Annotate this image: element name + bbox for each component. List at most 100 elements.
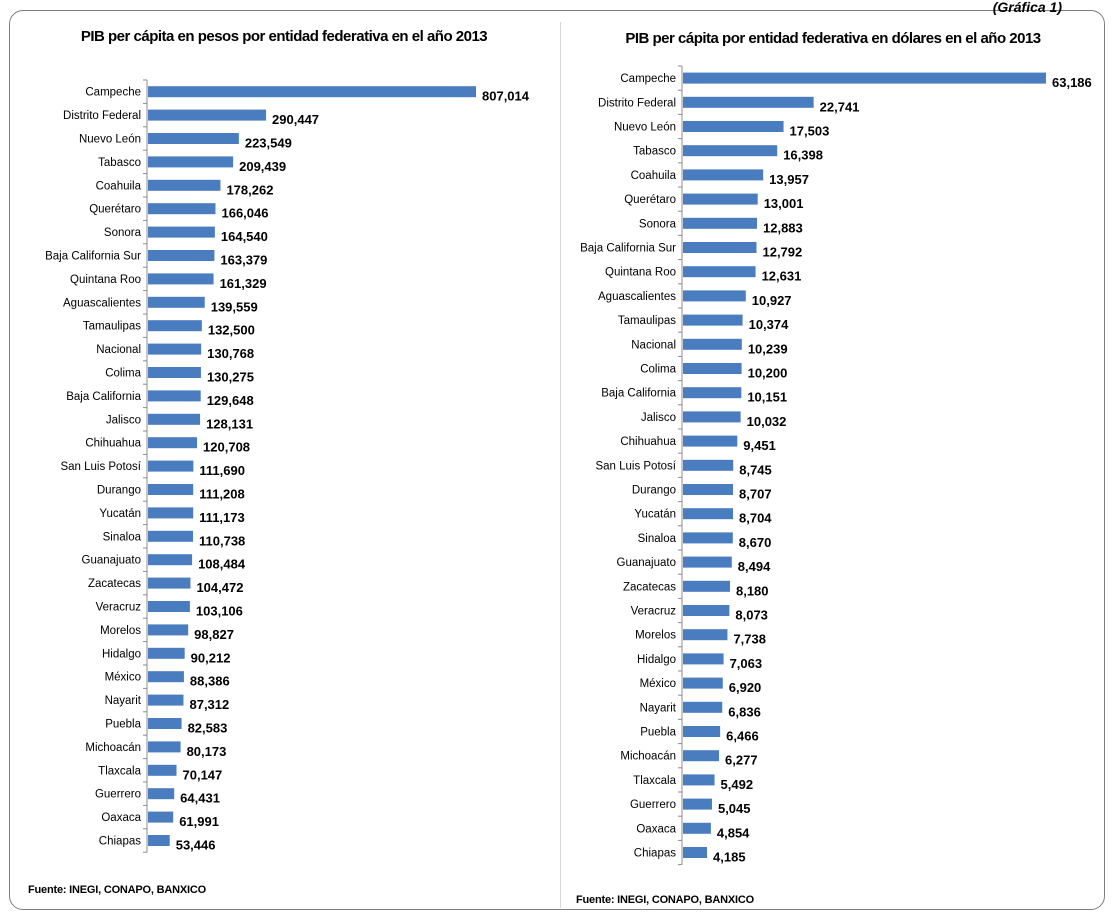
- category-label: Michoacán: [620, 751, 676, 763]
- bar: [683, 193, 758, 205]
- category-label: Baja California Sur: [580, 243, 676, 255]
- category-label: Distrito Federal: [63, 110, 141, 122]
- category-label: Tabasco: [633, 146, 676, 158]
- data-label: 139,559: [211, 299, 258, 314]
- bar: [148, 601, 190, 612]
- data-label: 10,151: [747, 390, 787, 405]
- data-label: 5,492: [721, 777, 754, 792]
- data-label: 98,827: [194, 627, 234, 642]
- data-label: 9,451: [743, 438, 776, 453]
- data-label: 807,014: [482, 89, 530, 104]
- category-label: Coahuila: [96, 180, 142, 192]
- category-label: Querétaro: [624, 194, 676, 206]
- data-label: 61,991: [179, 814, 219, 829]
- data-label: 10,032: [747, 414, 787, 429]
- category-label: Aguascalientes: [63, 297, 141, 309]
- category-label: Zacatecas: [88, 578, 141, 590]
- bar: [683, 411, 741, 423]
- data-label: 6,920: [729, 680, 762, 695]
- category-label: Nayarit: [640, 702, 677, 714]
- data-label: 87,312: [189, 697, 229, 712]
- chart-frame: (Gráfica 1): [9, 0, 1105, 910]
- data-label: 5,045: [718, 801, 751, 816]
- category-label: Morelos: [100, 625, 141, 637]
- chart-title: PIB per cápita en pesos por entidad fede…: [80, 28, 488, 45]
- data-label: 13,001: [764, 196, 804, 211]
- data-label: 90,212: [191, 650, 231, 665]
- category-label: Baja California: [66, 391, 141, 403]
- category-label: Jalisco: [106, 414, 141, 426]
- category-label: Nuevo León: [79, 134, 141, 146]
- data-label: 111,690: [199, 463, 245, 478]
- category-label: Oaxaca: [101, 812, 141, 824]
- category-label: Querétaro: [89, 204, 141, 216]
- category-label: Tabasco: [98, 157, 141, 169]
- bar: [148, 554, 193, 566]
- category-label: Sonora: [639, 218, 677, 230]
- bar: [683, 701, 723, 713]
- data-label: 163,379: [220, 253, 267, 268]
- category-label: Guerrero: [95, 789, 141, 801]
- bar: [148, 741, 181, 753]
- category-label: Tamaulipas: [83, 321, 141, 333]
- data-label: 111,208: [199, 487, 245, 502]
- data-label: 82,583: [188, 721, 228, 736]
- chart-number-label: (Gráfica 1): [992, 0, 1062, 15]
- data-label: 63,186: [1052, 75, 1092, 90]
- bar: [148, 577, 191, 589]
- data-label: 6,836: [728, 704, 761, 719]
- category-label: Baja California: [601, 388, 676, 400]
- bar: [148, 530, 194, 542]
- category-label: Campeche: [620, 73, 676, 85]
- data-label: 108,484: [198, 557, 246, 572]
- bar: [148, 133, 239, 144]
- category-label: Puebla: [105, 719, 141, 731]
- bar: [148, 671, 184, 683]
- bar: [683, 822, 711, 834]
- data-label: 80,173: [187, 744, 227, 759]
- bar: [683, 798, 712, 810]
- category-label: Durango: [632, 485, 676, 497]
- bar: [683, 145, 778, 157]
- data-label: 209,439: [239, 159, 286, 174]
- data-label: 7,738: [733, 632, 766, 647]
- category-label: Chiapas: [634, 848, 676, 860]
- data-label: 8,494: [738, 559, 771, 574]
- data-label: 166,046: [221, 206, 268, 221]
- bar: [148, 835, 170, 846]
- data-label: 8,073: [735, 608, 768, 623]
- bar: [683, 217, 758, 229]
- bar: [683, 556, 732, 568]
- category-label: Michoacán: [85, 742, 141, 754]
- data-label: 8,704: [739, 511, 772, 526]
- category-label: Tlaxcala: [98, 765, 141, 777]
- bar: [683, 605, 730, 616]
- category-label: San Luis Potosí: [595, 460, 676, 472]
- bar: [148, 367, 201, 378]
- bar: [148, 788, 175, 800]
- bar: [148, 811, 174, 823]
- category-label: Chihuahua: [620, 436, 676, 448]
- bar: [683, 484, 734, 495]
- category-label: Sonora: [104, 227, 142, 239]
- chart-dolares: PIB per cápita por entidad federativa en…: [560, 0, 1106, 918]
- data-label: 4,185: [713, 850, 746, 865]
- category-label: Durango: [97, 485, 141, 497]
- data-label: 128,131: [206, 416, 253, 431]
- category-label: Nacional: [96, 344, 141, 356]
- category-label: Yucatán: [634, 509, 676, 521]
- bar: [683, 847, 708, 858]
- data-label: 13,957: [769, 172, 809, 187]
- data-label: 6,466: [726, 729, 759, 744]
- category-label: Campeche: [85, 87, 141, 99]
- data-label: 10,239: [748, 341, 788, 356]
- bar: [683, 169, 764, 181]
- category-label: Quintana Roo: [605, 267, 676, 279]
- data-label: 164,540: [221, 229, 268, 244]
- category-label: Baja California Sur: [45, 251, 141, 263]
- data-label: 103,106: [196, 604, 243, 619]
- bar: [148, 226, 215, 238]
- bar: [148, 647, 185, 659]
- bar: [683, 435, 738, 447]
- chart-pesos: PIB per cápita en pesos por entidad fede…: [20, 0, 548, 918]
